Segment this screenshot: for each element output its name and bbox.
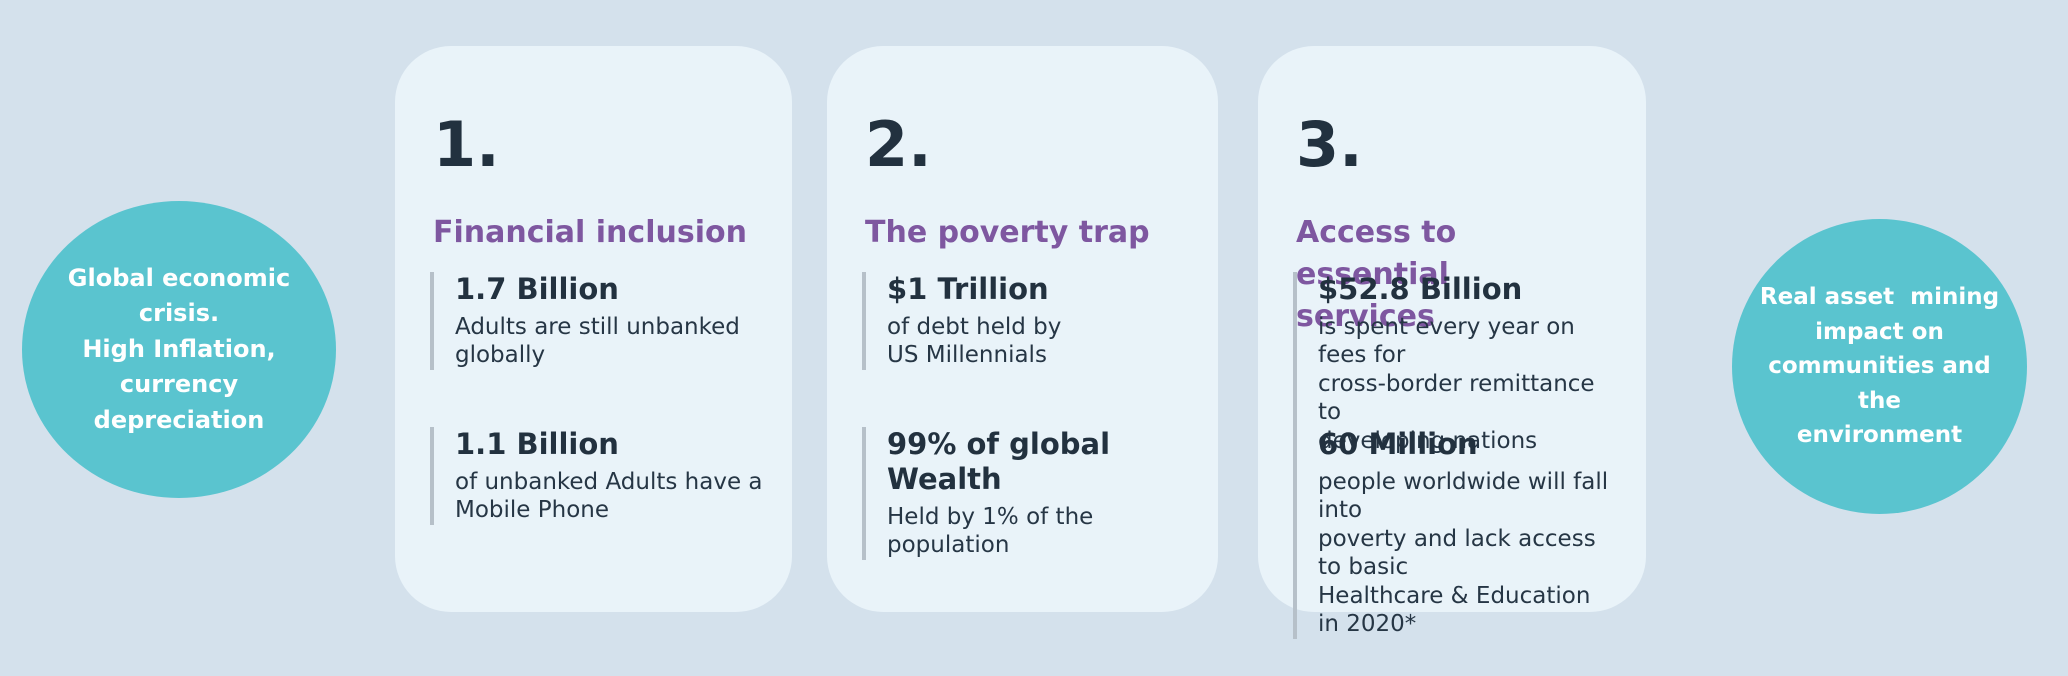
card-title: Financial inclusion — [433, 215, 747, 250]
stat-value: $1 Trillion — [887, 272, 1049, 306]
stat-value: 1.7 Billion — [455, 272, 619, 306]
stat-value: 99% of global Wealth — [887, 427, 1111, 496]
stat-desc: of debt held by US Millennials — [887, 313, 1062, 369]
stat-desc: people worldwide will fall into poverty … — [1318, 468, 1609, 638]
right-circle-text: Real asset mining impact on communities … — [1759, 284, 2000, 449]
stat-desc: of unbanked Adults have a Mobile Phone — [455, 468, 763, 524]
stat-remittance-fees: $52.8 Billion is spent every year on fee… — [1293, 272, 1618, 456]
stat-value: $52.8 Billion — [1318, 272, 1523, 306]
stat-desc: Held by 1% of the population — [887, 503, 1094, 559]
stat-desc: Adults are still unbanked globally — [455, 313, 740, 369]
left-circle-text: Global economic crisis. High Inflation, … — [67, 263, 291, 434]
card-financial-inclusion: 1. Financial inclusion 1.7 Billion Adult… — [395, 46, 792, 612]
card-essential-services: 3. Access to essential services $52.8 Bi… — [1258, 46, 1646, 639]
left-context-circle: Global economic crisis. High Inflation, … — [22, 201, 336, 498]
right-context-circle: Real asset mining impact on communities … — [1732, 219, 2027, 514]
card-number: 3. — [1296, 108, 1363, 181]
stat-mobile-phone: 1.1 Billion of unbanked Adults have a Mo… — [430, 427, 764, 525]
stat-millennial-debt: $1 Trillion of debt held by US Millennia… — [862, 272, 1190, 370]
stat-poverty-fall: 60 Million people worldwide will fall in… — [1293, 427, 1618, 639]
stat-unbanked-adults: 1.7 Billion Adults are still unbanked gl… — [430, 272, 764, 370]
card-number: 2. — [865, 108, 932, 181]
stat-value: 60 Million — [1318, 427, 1478, 461]
card-number: 1. — [433, 108, 500, 181]
card-poverty-trap: 2. The poverty trap $1 Trillion of debt … — [827, 46, 1218, 612]
card-title: Access to essential services — [1296, 215, 1457, 334]
stat-global-wealth: 99% of global Wealth Held by 1% of the p… — [862, 427, 1190, 560]
stat-value: 1.1 Billion — [455, 427, 619, 461]
stat-desc: is spent every year on fees for cross-bo… — [1318, 313, 1595, 454]
card-title: The poverty trap — [865, 215, 1150, 250]
